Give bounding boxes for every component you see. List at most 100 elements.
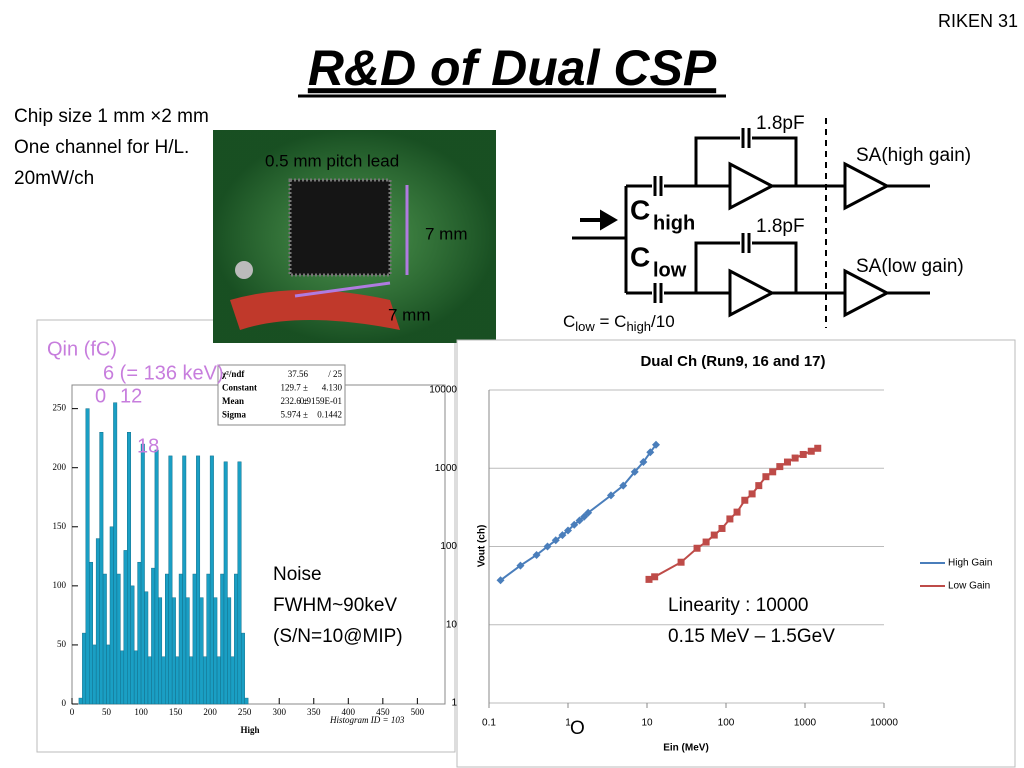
stat-error: 4.130	[322, 383, 343, 393]
stat-error: / 25	[328, 369, 342, 379]
note: (S/N=10@MIP)	[273, 626, 403, 647]
stat-error: 0.1442	[317, 410, 342, 420]
stat-value: 129.7 ±	[281, 383, 309, 393]
hist-bar	[137, 561, 142, 705]
marker	[807, 447, 815, 455]
y-label: Vout (ch)	[477, 525, 488, 568]
stats-box	[217, 364, 346, 426]
ratio-part: low	[575, 319, 595, 334]
hist-bar	[92, 644, 97, 705]
input-arrow	[580, 209, 618, 231]
hist-bar	[147, 656, 152, 705]
stat-value: 232.6 ±	[281, 396, 309, 406]
y-tick-label: 150	[53, 521, 67, 531]
x-tick-label: 500	[411, 707, 425, 717]
chart-panel	[456, 339, 1016, 768]
marker	[741, 496, 749, 504]
line-chart: Dual Ch (Run9, 16 and 17)110100100010000…	[429, 353, 992, 754]
x-tick-label: 100	[134, 707, 148, 717]
hist-bar	[213, 597, 218, 705]
stat-name: Mean	[222, 396, 244, 406]
marker	[630, 467, 639, 476]
hist-bar	[140, 443, 145, 705]
hist-bar	[168, 455, 173, 705]
x-tick-label: 350	[307, 707, 321, 717]
marker	[762, 473, 770, 481]
hist-bar	[178, 573, 183, 705]
c-sub: low	[653, 259, 687, 281]
x-tick-label: 300	[272, 707, 286, 717]
note: FWHM~90keV	[273, 595, 397, 616]
annotation: Qin (fC)	[47, 338, 117, 360]
marker	[564, 526, 572, 535]
hist-bar	[116, 573, 121, 705]
legend-label: Low Gain	[948, 581, 990, 592]
y-tick-label: 10000	[429, 385, 457, 396]
sa-label: SA(low gain)	[856, 256, 964, 277]
amplifier	[728, 161, 891, 318]
hist-bar	[151, 567, 156, 705]
wire	[572, 136, 930, 295]
y-tick-label: 0	[62, 698, 67, 708]
hist-bar	[106, 644, 111, 705]
hist-bar	[234, 573, 239, 705]
marker	[551, 536, 560, 545]
c-sub: high	[653, 212, 695, 234]
marker	[575, 516, 584, 525]
hist-bar	[102, 573, 107, 705]
hist-bar	[113, 402, 118, 705]
hist-bar	[237, 461, 242, 705]
marker	[677, 558, 685, 566]
x-tick-label: 450	[376, 707, 390, 717]
annotation: 12	[120, 385, 142, 407]
marker	[718, 524, 726, 532]
hist-bar	[220, 573, 225, 705]
hist-bar	[227, 597, 232, 705]
y-tick-label: 50	[57, 639, 67, 649]
x-tick-label: 1000	[794, 718, 817, 729]
hist-bar	[123, 550, 128, 705]
hist-bar	[89, 561, 93, 705]
marker	[532, 550, 541, 559]
marker	[543, 542, 552, 551]
hist-bar	[144, 591, 149, 705]
chart-title: Dual Ch (Run9, 16 and 17)	[640, 353, 825, 370]
hist-bar	[158, 597, 163, 705]
marker	[726, 515, 734, 523]
x-tick-label: 50	[102, 707, 112, 717]
hist-bar	[165, 573, 169, 705]
annotation: 6 (= 136 keV)	[103, 362, 224, 384]
hist-bar	[82, 632, 87, 705]
marker	[645, 575, 653, 583]
marker	[606, 491, 615, 500]
chip-photo: 0.5 mm pitch lead 7 mm 7 mm	[213, 130, 496, 343]
sa-label: SA(high gain)	[856, 145, 971, 166]
marker	[619, 481, 628, 490]
x-tick-label: 150	[169, 707, 183, 717]
y-tick-label: 1	[451, 698, 457, 709]
hist-bar	[120, 650, 125, 705]
hist-bar	[199, 597, 204, 705]
cable	[230, 290, 400, 330]
hist-bar	[99, 432, 104, 705]
hist-bar	[182, 455, 187, 705]
x-tick-label: 1	[565, 718, 571, 729]
photo-label: 0.5 mm pitch lead	[265, 151, 399, 170]
photo-label: 7 mm	[425, 224, 468, 243]
x-tick-label: 0	[70, 707, 75, 717]
stat-value: 5.974 ±	[281, 410, 309, 420]
annotation: 0	[95, 385, 106, 407]
stat-name: χ²/ndf	[221, 369, 245, 379]
ratio-part: = C	[595, 312, 627, 331]
hist-bar	[185, 597, 190, 705]
hist-bar	[230, 656, 235, 705]
marker	[651, 573, 659, 581]
marker	[776, 463, 784, 471]
x-tick-label: 400	[342, 707, 356, 717]
hist-bar	[192, 573, 197, 705]
x-tick-label: 100	[718, 718, 735, 729]
photo-label: 7 mm	[388, 305, 431, 324]
hist-bar	[240, 632, 245, 705]
stat-name: Constant	[222, 383, 257, 393]
marker	[652, 440, 661, 449]
